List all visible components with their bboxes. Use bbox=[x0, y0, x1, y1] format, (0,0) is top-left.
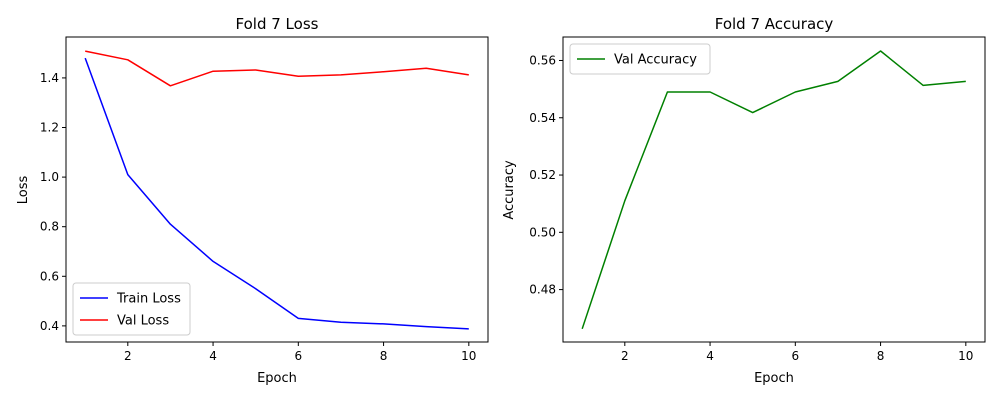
accuracy-x-tick-label: 2 bbox=[621, 349, 629, 363]
loss-x-tick-label: 2 bbox=[124, 349, 132, 363]
accuracy-y-axis-label: Accuracy bbox=[502, 160, 517, 220]
accuracy-y-tick-label: 0.50 bbox=[529, 225, 556, 239]
loss-y-tick-label: 0.4 bbox=[40, 319, 59, 333]
accuracy-y-tick-label: 0.56 bbox=[529, 53, 556, 67]
loss-legend: Train Loss Val Loss bbox=[72, 282, 191, 336]
loss-chart-panel: Fold 7 Loss Epoch Loss 2 4 6 8 10 0.4 0.6 0.8 1.… bbox=[16, 15, 489, 386]
loss-x-tick-label: 6 bbox=[294, 349, 302, 363]
loss-plot-frame bbox=[65, 36, 489, 343]
accuracy-chart-title: Fold 7 Accuracy bbox=[715, 15, 834, 33]
accuracy-series-line-val-accuracy bbox=[581, 50, 966, 330]
accuracy-y-tick-label: 0.48 bbox=[529, 283, 556, 297]
accuracy-chart-marks bbox=[581, 50, 966, 330]
accuracy-x-tick-label: 4 bbox=[706, 349, 714, 363]
loss-series-line-val-loss bbox=[85, 50, 469, 87]
accuracy-legend: Val Accuracy bbox=[569, 43, 711, 75]
loss-chart-title: Fold 7 Loss bbox=[236, 15, 319, 33]
loss-y-tick-label: 1.4 bbox=[40, 71, 59, 85]
loss-x-tick-label: 10 bbox=[461, 349, 476, 363]
loss-y-tick-label: 1.0 bbox=[40, 170, 59, 184]
accuracy-plot-frame bbox=[562, 36, 986, 343]
accuracy-x-tick-label: 10 bbox=[958, 349, 973, 363]
accuracy-legend-label-val-accuracy: Val Accuracy bbox=[614, 53, 697, 68]
loss-chart-marks bbox=[84, 50, 469, 330]
accuracy-x-tick-label: 8 bbox=[877, 349, 885, 363]
accuracy-y-tick-label: 0.52 bbox=[529, 168, 556, 182]
accuracy-chart-ticks: 2 4 6 8 10 0.48 0.50 0.52 0.54 0.56 bbox=[529, 53, 973, 363]
loss-y-tick-label: 1.2 bbox=[40, 121, 59, 135]
loss-legend-label-train-loss: Train Loss bbox=[116, 292, 181, 307]
accuracy-legend-box bbox=[569, 43, 711, 75]
loss-series-line-train-loss bbox=[84, 57, 469, 330]
accuracy-y-tick-label: 0.54 bbox=[529, 111, 556, 125]
loss-legend-box bbox=[72, 282, 191, 336]
loss-y-tick-label: 0.8 bbox=[40, 220, 59, 234]
loss-x-axis-label: Epoch bbox=[257, 371, 297, 386]
loss-x-tick-label: 8 bbox=[380, 349, 388, 363]
loss-x-tick-label: 4 bbox=[209, 349, 217, 363]
loss-y-tick-label: 0.6 bbox=[40, 269, 59, 283]
loss-chart-ticks: 2 4 6 8 10 0.4 0.6 0.8 1.0 1.2 1.4 bbox=[40, 71, 477, 363]
loss-legend-label-val-loss: Val Loss bbox=[117, 314, 169, 329]
accuracy-x-tick-label: 6 bbox=[791, 349, 799, 363]
accuracy-chart-panel: Fold 7 Accuracy Epoch Accuracy 2 4 6 8 10 0.4… bbox=[502, 15, 986, 386]
loss-y-axis-label: Loss bbox=[16, 176, 31, 205]
accuracy-x-axis-label: Epoch bbox=[754, 371, 794, 386]
